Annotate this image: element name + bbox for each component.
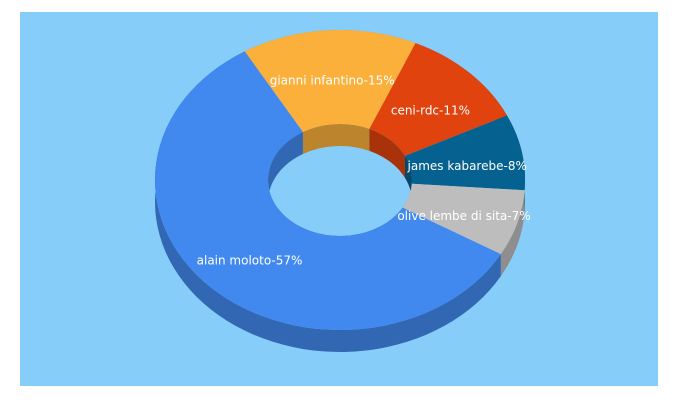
slice: [369, 43, 507, 156]
slice-label: gianni infantino-15%: [270, 74, 395, 88]
slice: [404, 115, 525, 191]
slice-inner-wall: [302, 124, 370, 154]
slice-label: ceni-rdc-11%: [391, 103, 470, 117]
slice-label: olive lembe di sita-7%: [397, 209, 530, 223]
slice: [155, 51, 501, 330]
slice-label: alain moloto-57%: [197, 254, 303, 268]
slice-inner-wall: [404, 155, 413, 206]
slice-outer-wall: [500, 190, 525, 277]
slice-label: james kabarebe-8%: [407, 159, 527, 173]
slice-inner-wall: [369, 128, 405, 178]
slice: [402, 183, 525, 255]
slice: [244, 30, 416, 132]
